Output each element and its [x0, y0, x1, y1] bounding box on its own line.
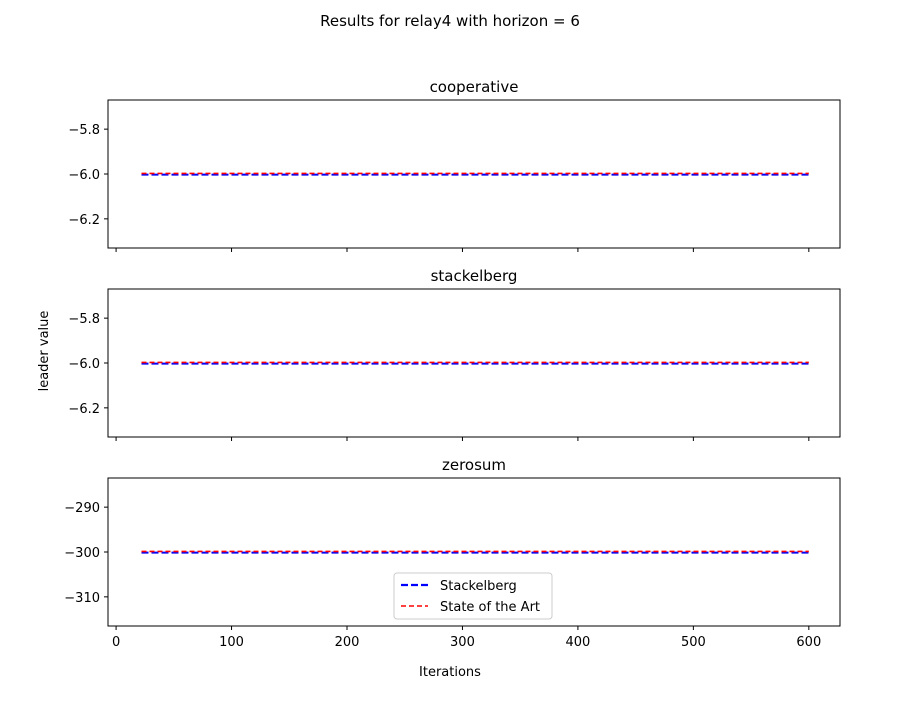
legend: Stackelberg State of the Art [393, 572, 553, 620]
y-tick-label: −5.8 [68, 312, 100, 327]
y-tick-label: −310 [64, 591, 100, 606]
y-tick-label: −6.2 [68, 213, 100, 228]
subplots: cooperative −5.8 −6.0 −6.2 stackelberg −5.8 −6… [64, 78, 841, 650]
x-tick-label: 200 [335, 635, 360, 650]
legend-box [393, 572, 553, 620]
x-tick-label: 300 [450, 635, 475, 650]
y-axis-label: leader value [37, 311, 52, 392]
y-tick-label: −6.2 [68, 402, 100, 417]
y-tick-label: −6.0 [68, 357, 100, 372]
subplot-title: stackelberg [431, 267, 518, 285]
subplot-zerosum: zerosum −290 −300 −310 0 100 200 300 400 500 600 [64, 456, 841, 650]
subplot-title: zerosum [442, 456, 506, 474]
y-tick-label: −6.0 [68, 168, 100, 183]
x-axis-label: Iterations [419, 665, 481, 680]
subplot-stackelberg: stackelberg −5.8 −6.0 −6.2 [68, 267, 841, 441]
x-tick-label: 100 [219, 635, 244, 650]
x-tick-label: 400 [565, 635, 590, 650]
legend-label: Stackelberg [440, 579, 517, 594]
x-tick-label: 500 [681, 635, 706, 650]
y-tick-label: −300 [64, 546, 100, 561]
legend-label: State of the Art [440, 600, 540, 615]
subplot-title: cooperative [430, 78, 519, 96]
subplot-cooperative: cooperative −5.8 −6.0 −6.2 [68, 78, 841, 252]
y-tick-label: −5.8 [68, 123, 100, 138]
x-tick-label: 0 [112, 635, 120, 650]
y-tick-label: −290 [64, 501, 100, 516]
figure-suptitle: Results for relay4 with horizon = 6 [320, 12, 580, 30]
x-tick-label: 600 [796, 635, 821, 650]
